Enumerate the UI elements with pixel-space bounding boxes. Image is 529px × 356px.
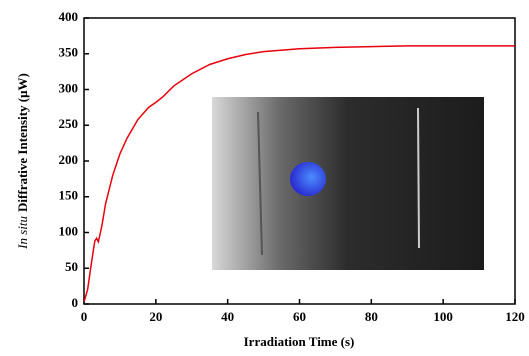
y-axis-label-italic: In situ — [15, 215, 30, 249]
x-tick-label: 0 — [81, 309, 88, 324]
y-tick-label: 50 — [65, 259, 78, 274]
y-axis-label: In situ Diffrative Intensity (μW) — [15, 73, 30, 250]
x-tick-label: 40 — [221, 309, 234, 324]
x-tick-label: 120 — [505, 309, 525, 324]
y-tick-label: 150 — [59, 188, 79, 203]
y-tick-label: 400 — [59, 9, 79, 24]
y-tick-label: 300 — [59, 80, 79, 95]
x-tick-label: 20 — [149, 309, 162, 324]
inset-photo — [212, 97, 484, 270]
x-tick-label: 80 — [365, 309, 378, 324]
y-axis-label-main: Diffrative Intensity (μW) — [15, 73, 30, 212]
x-tick-label: 60 — [293, 309, 306, 324]
x-axis-label: Irradiation Time (s) — [244, 334, 355, 349]
x-tick-label: 100 — [433, 309, 453, 324]
y-tick-label: 100 — [59, 223, 79, 238]
y-tick-label: 0 — [72, 295, 79, 310]
data-line — [83, 45, 515, 303]
y-tick-label: 250 — [59, 116, 79, 131]
y-tick-label: 350 — [59, 45, 79, 60]
y-tick-label: 200 — [59, 152, 79, 167]
